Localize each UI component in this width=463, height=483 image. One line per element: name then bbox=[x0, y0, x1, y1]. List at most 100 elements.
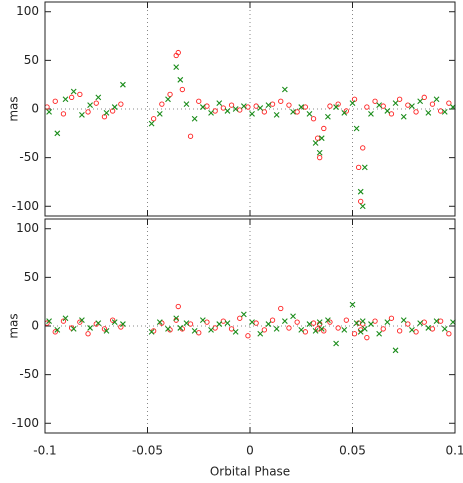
point bbox=[261, 327, 267, 333]
point bbox=[441, 326, 448, 332]
point bbox=[54, 327, 61, 333]
x-tick-label: 0.1 bbox=[445, 444, 463, 458]
point bbox=[150, 116, 157, 122]
point bbox=[333, 340, 339, 347]
point bbox=[173, 64, 180, 71]
point bbox=[376, 330, 383, 337]
point bbox=[327, 103, 333, 109]
point bbox=[417, 98, 424, 105]
point bbox=[273, 111, 280, 118]
y-tick-label: -50 bbox=[19, 150, 39, 164]
point bbox=[446, 331, 452, 337]
point bbox=[358, 198, 364, 205]
x-tick-label: 0.05 bbox=[339, 444, 366, 458]
point bbox=[249, 110, 255, 117]
point bbox=[265, 102, 272, 108]
point bbox=[281, 318, 288, 325]
point bbox=[400, 317, 407, 324]
point bbox=[298, 327, 305, 333]
point bbox=[150, 328, 157, 334]
point bbox=[325, 317, 331, 324]
y-tick-label: 50 bbox=[24, 270, 39, 284]
point bbox=[314, 326, 321, 332]
point bbox=[265, 321, 272, 327]
point bbox=[183, 320, 190, 326]
point bbox=[191, 327, 198, 334]
point bbox=[237, 315, 243, 321]
point bbox=[85, 331, 91, 337]
point bbox=[368, 110, 374, 117]
point bbox=[167, 327, 173, 333]
point bbox=[179, 86, 186, 93]
point bbox=[388, 315, 395, 321]
x-tick-label: 0 bbox=[246, 444, 254, 458]
point bbox=[249, 319, 255, 325]
x-tick-label: -0.05 bbox=[132, 444, 163, 458]
point bbox=[60, 111, 67, 117]
point bbox=[349, 301, 356, 308]
point bbox=[302, 104, 308, 110]
point bbox=[357, 328, 364, 335]
point bbox=[359, 318, 366, 325]
y-tick-label: 0 bbox=[31, 102, 39, 116]
point bbox=[93, 321, 99, 327]
point bbox=[118, 324, 124, 330]
point bbox=[372, 318, 378, 324]
point bbox=[335, 325, 341, 331]
point bbox=[425, 110, 432, 116]
point bbox=[278, 305, 284, 312]
point bbox=[343, 317, 349, 323]
point bbox=[148, 120, 155, 127]
point bbox=[52, 329, 58, 335]
point bbox=[232, 328, 239, 335]
point bbox=[368, 321, 374, 327]
point bbox=[417, 320, 424, 326]
point bbox=[101, 326, 108, 332]
point bbox=[286, 325, 292, 331]
point bbox=[384, 319, 391, 325]
point bbox=[351, 331, 358, 337]
point bbox=[361, 326, 368, 332]
y-tick-label: -50 bbox=[19, 367, 39, 381]
point bbox=[388, 111, 395, 117]
point bbox=[380, 103, 386, 109]
point bbox=[333, 104, 339, 110]
point bbox=[433, 318, 440, 325]
x-axis-label: Orbital Phase bbox=[210, 465, 290, 479]
point bbox=[220, 105, 227, 111]
point bbox=[216, 100, 223, 107]
point bbox=[177, 76, 184, 83]
point bbox=[376, 102, 383, 108]
point bbox=[360, 145, 366, 151]
point bbox=[111, 319, 118, 325]
point bbox=[110, 317, 116, 323]
point bbox=[177, 325, 184, 331]
point bbox=[359, 203, 366, 210]
point bbox=[429, 101, 436, 107]
point bbox=[372, 98, 378, 104]
point bbox=[361, 164, 368, 171]
point bbox=[62, 315, 69, 322]
point bbox=[335, 101, 341, 107]
point bbox=[312, 327, 319, 334]
point bbox=[316, 319, 323, 325]
point bbox=[156, 110, 163, 117]
point bbox=[405, 321, 411, 327]
point bbox=[257, 105, 264, 111]
point bbox=[306, 321, 313, 327]
point bbox=[159, 320, 165, 326]
point bbox=[175, 303, 181, 310]
point bbox=[60, 318, 67, 324]
point bbox=[321, 125, 327, 132]
point bbox=[54, 130, 61, 137]
point bbox=[77, 319, 83, 325]
point bbox=[392, 100, 399, 107]
point bbox=[208, 327, 214, 333]
point bbox=[70, 326, 77, 332]
point bbox=[183, 101, 190, 108]
point bbox=[314, 135, 321, 141]
y-tick-label: -100 bbox=[12, 199, 39, 213]
point bbox=[69, 325, 75, 331]
point bbox=[355, 164, 362, 171]
